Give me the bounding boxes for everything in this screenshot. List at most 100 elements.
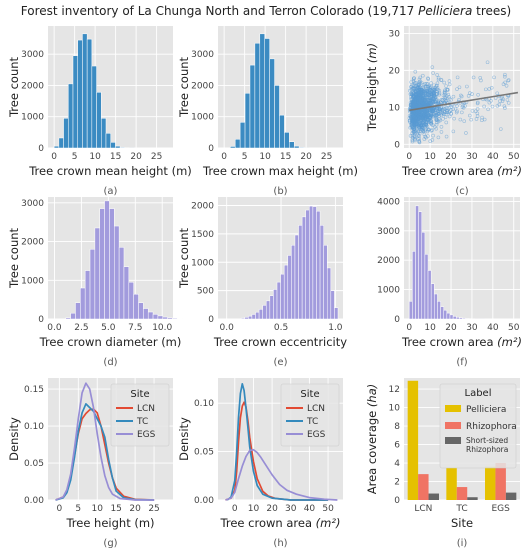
panel-c-ytick-label: 20 bbox=[389, 66, 401, 76]
panel-g-ytick-label: 0.15 bbox=[24, 385, 44, 395]
panel-c-point bbox=[424, 135, 428, 140]
panel-i-ytick-label: 8 bbox=[394, 422, 400, 432]
panel-e-ytick-label: 1500 bbox=[191, 230, 214, 240]
panel-d-bar bbox=[143, 308, 149, 320]
panel-e-bar bbox=[326, 267, 332, 320]
panel-g-legend bbox=[110, 383, 170, 447]
panel-c-point bbox=[440, 98, 445, 103]
panel-c-point bbox=[412, 99, 417, 104]
figure-title-species: Pelliciera bbox=[418, 4, 473, 18]
panel-c-point bbox=[475, 101, 480, 106]
panel-c-point bbox=[441, 111, 445, 115]
panel-c-point bbox=[423, 111, 428, 115]
panel-f-bar bbox=[408, 301, 413, 320]
panel-d-xtick-label: 7.5 bbox=[128, 323, 142, 333]
panel-i-legend-title: Label bbox=[465, 388, 492, 399]
panel-c-point bbox=[458, 117, 463, 122]
panel-c-point bbox=[459, 93, 463, 98]
panel-c-point bbox=[413, 111, 418, 116]
panel-d-bar bbox=[75, 302, 81, 320]
panel-f-bar bbox=[437, 301, 441, 320]
panel-e-bar bbox=[251, 314, 256, 320]
panel-c-fit-line bbox=[409, 91, 519, 112]
panel-e-bar bbox=[294, 234, 299, 320]
panel-b-bar bbox=[284, 132, 290, 149]
panel-c-point bbox=[434, 122, 439, 127]
panel-d-bar bbox=[65, 317, 71, 320]
panel-f-bar bbox=[440, 306, 444, 320]
panel-c-point bbox=[444, 99, 448, 103]
panel-g-ytick-label: 0.10 bbox=[24, 422, 44, 432]
panel-c-point bbox=[484, 87, 488, 92]
figure-title-suffix: trees) bbox=[472, 4, 512, 18]
panel-e-bar bbox=[248, 315, 253, 320]
panel-i-bar bbox=[495, 463, 506, 500]
panel-e-bar bbox=[258, 309, 263, 320]
panel-c-point bbox=[415, 115, 420, 120]
panel-c-point bbox=[417, 140, 422, 145]
panel-c-point bbox=[478, 76, 483, 80]
panel-c-point bbox=[503, 72, 507, 77]
panel-c-point bbox=[487, 87, 492, 91]
panel-c-point bbox=[435, 89, 440, 94]
panel-c-point bbox=[417, 103, 421, 107]
panel-e-bar bbox=[309, 205, 314, 320]
panel-d-bar bbox=[84, 270, 91, 320]
panel-c-point bbox=[455, 75, 460, 80]
panel-e-bar bbox=[280, 273, 285, 320]
panel-c-point bbox=[424, 121, 429, 126]
panel-a: 0 1000 2000 3000 0 5 10 15 20 25 Tree crown mean h… bbox=[7, 26, 192, 197]
panel-d: 0 1000 2000 3000 0.0 2.5 5.0 7.5 10.0 Tree crown … bbox=[7, 197, 183, 368]
panel-c-point bbox=[420, 128, 424, 132]
panel-i-xtick-label: TC bbox=[455, 504, 467, 514]
panel-c-point bbox=[429, 81, 434, 85]
panel-f: 0 1000 2000 3000 4000 0 10 20 30 40 50 Tree crown a… bbox=[377, 197, 522, 368]
panel-h-xtick-label: 10 bbox=[248, 504, 260, 514]
panel-f-caption: (f) bbox=[456, 357, 467, 368]
panel-i-bar bbox=[418, 474, 429, 500]
panel-c-point bbox=[451, 129, 456, 134]
panel-i-legend-label: Short-sized bbox=[466, 436, 508, 445]
panel-e-bar bbox=[312, 206, 317, 320]
panel-c-point bbox=[455, 104, 459, 108]
panel-c-point bbox=[451, 94, 456, 99]
panel-c-point bbox=[502, 104, 507, 109]
panel-c-point bbox=[423, 134, 428, 139]
panel-d-bar bbox=[80, 287, 86, 320]
panel-d-bar bbox=[94, 227, 100, 320]
panel-c-point bbox=[422, 92, 427, 96]
panel-c-point bbox=[443, 115, 448, 119]
panel-a-xtick-label: 5 bbox=[72, 152, 78, 162]
panel-c-point bbox=[447, 82, 452, 87]
panel-g-series-EGS bbox=[55, 382, 155, 501]
panel-h-xlabel-math: (m²) bbox=[316, 516, 341, 530]
panel-a-bar bbox=[119, 147, 126, 149]
panel-f-xtick-label: 50 bbox=[508, 323, 520, 333]
panel-c-point bbox=[410, 131, 415, 136]
panel-a-xtick-label: 20 bbox=[130, 152, 142, 162]
panel-b-bar bbox=[298, 147, 305, 149]
panel-a-bar bbox=[101, 118, 107, 149]
panel-c-point bbox=[431, 71, 435, 75]
panel-c-point bbox=[482, 104, 486, 109]
panel-c-point bbox=[411, 91, 416, 95]
panel-c-point bbox=[429, 94, 434, 99]
panel-d-xtick-label: 2.5 bbox=[74, 323, 88, 333]
panel-c-point bbox=[475, 107, 480, 111]
panel-b-ytick-label: 0 bbox=[208, 144, 214, 154]
panel-c-point bbox=[435, 81, 440, 86]
panel-c-point bbox=[410, 134, 415, 138]
panel-e-xlabel: Tree crown eccentricity bbox=[213, 335, 347, 349]
panel-d-bar bbox=[123, 266, 130, 320]
panel-d-ytick-label: 1000 bbox=[21, 276, 44, 286]
panel-a-ylabel: Tree count bbox=[7, 56, 21, 118]
panel-i-legend-swatch bbox=[445, 437, 461, 444]
panel-c-point bbox=[418, 81, 423, 86]
panel-i-ylabel: Area coverage (ha) bbox=[365, 384, 379, 494]
panel-a-bar bbox=[110, 142, 116, 149]
panel-c-xlabel-math: (m²) bbox=[497, 164, 522, 178]
panel-h-legend-label: EGS bbox=[307, 430, 326, 440]
panel-f-bar bbox=[415, 205, 419, 320]
panel-f-bar bbox=[459, 317, 463, 320]
panel-a-bar bbox=[86, 38, 93, 149]
